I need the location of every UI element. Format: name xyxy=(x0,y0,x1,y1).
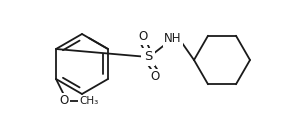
Text: CH₃: CH₃ xyxy=(80,96,99,106)
Text: O: O xyxy=(138,30,148,44)
Text: NH: NH xyxy=(164,32,182,46)
Text: O: O xyxy=(150,70,160,84)
Text: S: S xyxy=(144,51,152,63)
Text: O: O xyxy=(59,95,69,107)
